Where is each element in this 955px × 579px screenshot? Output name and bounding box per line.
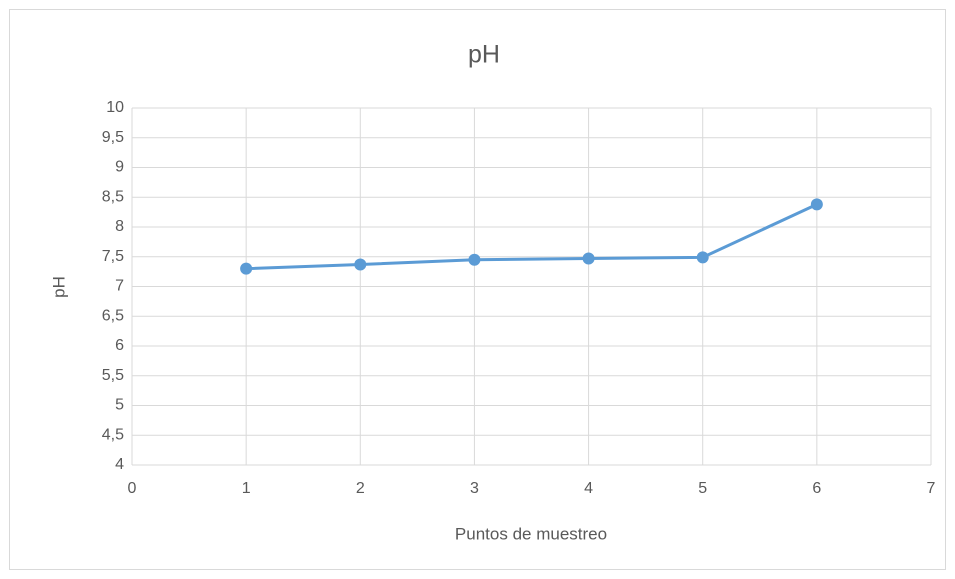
y-tick-label: 6,5 — [102, 307, 124, 324]
y-tick-label: 8 — [115, 218, 124, 235]
x-tick-label: 2 — [356, 480, 365, 497]
data-point — [240, 262, 253, 275]
x-tick-label: 1 — [242, 480, 251, 497]
data-point — [696, 251, 709, 264]
y-tick-label: 6 — [115, 337, 124, 354]
data-point — [810, 198, 823, 211]
x-tick-label: 3 — [470, 480, 479, 497]
chart-border — [9, 9, 946, 570]
y-tick-label: 9 — [115, 159, 124, 176]
y-tick-label: 4,5 — [102, 426, 124, 443]
x-tick-label: 6 — [812, 480, 821, 497]
data-point — [582, 252, 595, 265]
y-tick-label: 7,5 — [102, 248, 124, 265]
y-tick-label: 10 — [106, 99, 124, 116]
y-tick-label: 9,5 — [102, 129, 124, 146]
y-tick-label: 7 — [115, 278, 124, 295]
y-axis-label: pH — [49, 276, 68, 298]
data-point — [468, 253, 481, 266]
data-point — [354, 258, 367, 271]
chart-title: pH — [468, 41, 500, 69]
x-tick-label: 7 — [927, 480, 936, 497]
x-tick-label: 5 — [698, 480, 707, 497]
x-tick-label: 4 — [584, 480, 593, 497]
x-tick-label: 0 — [128, 480, 137, 497]
data-line — [246, 203, 818, 271]
y-tick-label: 5 — [115, 397, 124, 414]
y-tick-label: 8,5 — [102, 188, 124, 205]
y-tick-label: 4 — [115, 456, 124, 473]
y-tick-label: 5,5 — [102, 367, 124, 384]
x-axis-label: Puntos de muestreo — [455, 524, 607, 543]
